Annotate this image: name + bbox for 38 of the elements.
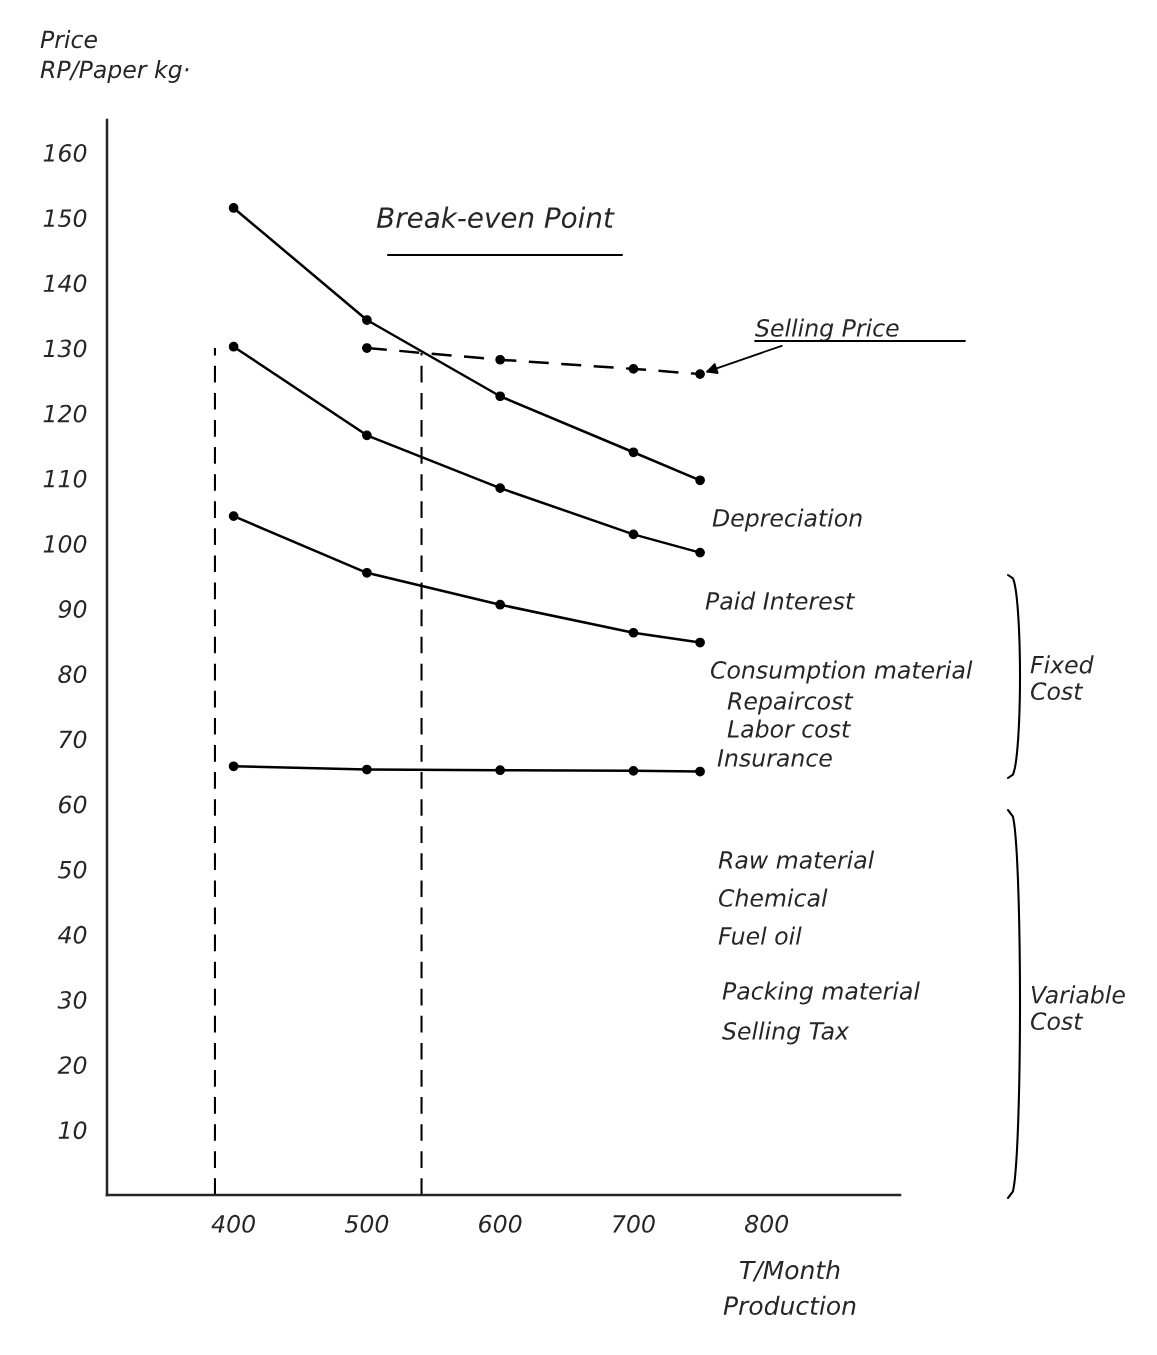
- annotation: Labor cost: [727, 719, 851, 738]
- annotation: Packing material: [722, 981, 920, 1005]
- text: Fixed Cost: [1030, 655, 1094, 701]
- y-tick-label: 100: [43, 534, 87, 553]
- x-tick-label: 500: [344, 1214, 389, 1233]
- x-tick-label: 700: [613, 1214, 655, 1233]
- annotation: Paid Interest: [705, 591, 855, 610]
- y-tick-label: 70: [59, 730, 87, 749]
- text: Variable Cost: [1030, 985, 1125, 1031]
- annotation: Selling Tax: [722, 1021, 850, 1045]
- y-tick-label: 160: [43, 144, 87, 162]
- annotation: Insurance: [717, 749, 832, 767]
- y-tick-label: 110: [43, 469, 87, 488]
- annotation: Consumption material: [710, 660, 973, 684]
- y-tick-label: 90: [58, 600, 87, 618]
- y-tick-label: 80: [58, 665, 87, 684]
- y-tick-label: 40: [57, 925, 87, 944]
- text: Break-even Point: [376, 206, 615, 229]
- annotation: Chemical: [718, 888, 828, 907]
- y-tick-label: 120: [43, 404, 87, 423]
- annotation: Repaircost: [727, 691, 854, 715]
- y-tick-label: 10: [58, 1121, 87, 1140]
- x-tick-label: 600: [479, 1214, 522, 1233]
- annotation: Raw material: [718, 850, 875, 869]
- x-axis-title: T/Month Production: [723, 1260, 856, 1316]
- y-tick-label: 130: [43, 339, 87, 358]
- annotation: Fuel oil: [718, 926, 802, 945]
- y-tick-label: 60: [59, 795, 87, 814]
- y-tick-label: 150: [43, 209, 87, 228]
- y-axis-title: Price RP/Paper kg·: [40, 30, 189, 83]
- y-tick-label: 20: [57, 1056, 87, 1074]
- x-tick-label: 800: [744, 1214, 789, 1233]
- y-tick-label: 50: [57, 860, 87, 879]
- annotation: Selling Price: [755, 318, 899, 342]
- y-tick-label: 30: [57, 990, 87, 1009]
- x-tick-label: 400: [211, 1214, 255, 1233]
- annotation: Depreciation: [712, 508, 862, 532]
- y-tick-label: 140: [43, 274, 87, 293]
